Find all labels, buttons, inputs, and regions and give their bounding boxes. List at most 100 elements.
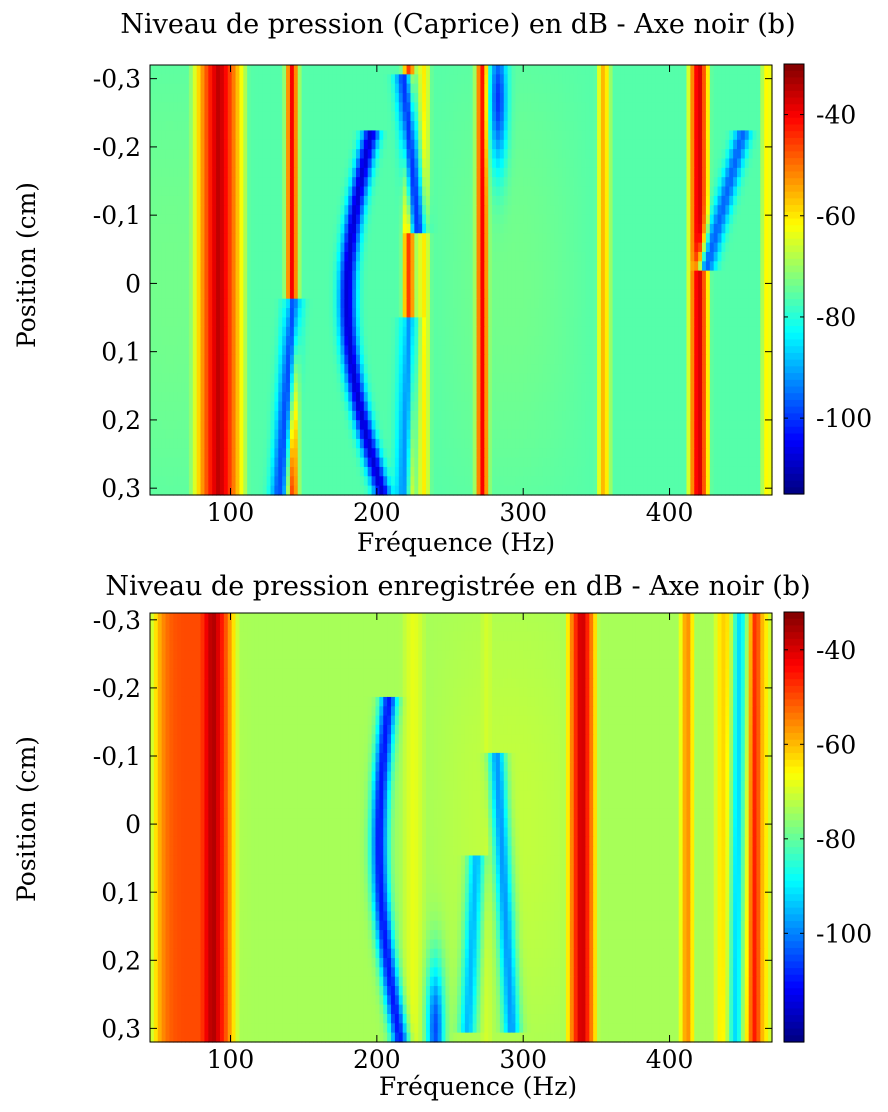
heatmap-cell bbox=[503, 111, 509, 122]
heatmap-cell bbox=[507, 93, 513, 103]
heatmap-cell bbox=[150, 195, 155, 206]
heatmap-cell bbox=[150, 336, 155, 347]
heatmap-cell bbox=[212, 280, 217, 290]
heatmap-cell bbox=[153, 261, 159, 272]
heatmap-cell bbox=[188, 83, 194, 94]
heatmap-cell bbox=[157, 186, 163, 197]
heatmap-cell bbox=[398, 83, 404, 94]
heatmap-cell bbox=[670, 83, 676, 94]
heatmap-cell bbox=[169, 93, 174, 103]
heatmap-cell bbox=[461, 102, 466, 113]
heatmap-cell bbox=[192, 223, 198, 234]
heatmap-cell bbox=[289, 158, 295, 169]
heatmap-cell bbox=[682, 326, 688, 337]
heatmap-cell bbox=[585, 270, 590, 281]
heatmap-cell bbox=[515, 326, 520, 337]
heatmap-cell bbox=[239, 242, 244, 253]
heatmap-cell bbox=[398, 223, 404, 234]
heatmap-cell bbox=[709, 111, 715, 122]
heatmap-cell bbox=[527, 121, 532, 132]
heatmap-cell bbox=[348, 317, 353, 328]
heatmap-cell bbox=[702, 111, 707, 122]
heatmap-cell bbox=[177, 186, 182, 197]
heatmap-cell bbox=[181, 298, 186, 309]
heatmap-cell bbox=[208, 130, 213, 141]
heatmap-cell bbox=[694, 177, 699, 188]
heatmap-cell bbox=[301, 345, 307, 356]
heatmap-cell bbox=[620, 223, 625, 234]
heatmap-cell bbox=[398, 121, 404, 132]
heatmap-cell bbox=[192, 83, 198, 94]
heatmap-cell bbox=[278, 233, 283, 244]
heatmap-cell bbox=[328, 289, 334, 300]
heatmap-cell bbox=[150, 130, 155, 141]
heatmap-cell bbox=[519, 298, 524, 309]
heatmap-cell bbox=[387, 308, 392, 318]
heatmap-cell bbox=[188, 345, 194, 356]
heatmap-cell bbox=[196, 354, 202, 365]
heatmap-cell bbox=[383, 167, 388, 178]
heatmap-cell bbox=[177, 74, 182, 85]
heatmap-cell bbox=[165, 195, 171, 206]
heatmap-cell bbox=[604, 186, 610, 197]
heatmap-cell bbox=[562, 205, 567, 216]
heatmap-cell bbox=[410, 177, 415, 188]
heatmap-cell bbox=[639, 298, 645, 309]
heatmap-cell bbox=[394, 74, 400, 85]
heatmap-cell bbox=[600, 270, 606, 281]
heatmap-cell bbox=[208, 149, 213, 160]
heatmap-cell bbox=[181, 102, 186, 113]
heatmap-cell bbox=[165, 289, 171, 300]
heatmap-cell bbox=[433, 261, 439, 272]
heatmap-cell bbox=[667, 205, 672, 216]
heatmap-cell bbox=[262, 298, 268, 309]
heatmap-cell bbox=[254, 251, 260, 262]
heatmap-cell bbox=[216, 233, 221, 244]
heatmap-cell bbox=[394, 177, 400, 188]
heatmap-cell bbox=[663, 149, 668, 160]
heatmap-cell bbox=[593, 326, 598, 337]
heatmap-cell bbox=[589, 317, 594, 328]
heatmap-cell bbox=[686, 345, 691, 356]
heatmap-cell bbox=[289, 298, 295, 309]
heatmap-cell bbox=[305, 102, 310, 113]
heatmap-cell bbox=[659, 195, 664, 206]
heatmap-cell bbox=[317, 139, 322, 150]
heatmap-cell bbox=[184, 223, 190, 234]
heatmap-cell bbox=[359, 186, 365, 197]
heatmap-cell bbox=[383, 74, 388, 85]
heatmap-cell bbox=[165, 242, 171, 253]
heatmap-cell bbox=[674, 149, 680, 160]
heatmap-cell bbox=[441, 186, 447, 197]
heatmap-cell bbox=[690, 102, 695, 113]
heatmap-cell bbox=[429, 223, 435, 234]
heatmap-cell bbox=[161, 354, 167, 365]
heatmap-cell bbox=[344, 280, 349, 290]
heatmap-cell bbox=[391, 65, 396, 75]
heatmap-cell bbox=[768, 280, 773, 290]
heatmap-cell bbox=[414, 336, 419, 347]
heatmap-cell bbox=[394, 289, 400, 300]
heatmap-cell bbox=[153, 280, 159, 290]
heatmap-cell bbox=[663, 177, 668, 188]
heatmap-cell bbox=[157, 354, 163, 365]
heatmap-cell bbox=[472, 223, 478, 234]
heatmap-cell bbox=[546, 186, 552, 197]
heatmap-cell bbox=[173, 195, 178, 206]
heatmap-cell bbox=[744, 336, 750, 347]
heatmap-cell bbox=[534, 195, 540, 206]
heatmap-cell bbox=[239, 214, 244, 225]
heatmap-cell bbox=[698, 130, 703, 141]
heatmap-cell bbox=[216, 186, 221, 197]
heatmap-cell bbox=[647, 261, 653, 272]
heatmap-cell bbox=[449, 195, 454, 206]
heatmap-cell bbox=[184, 186, 190, 197]
heatmap-cell bbox=[324, 251, 330, 262]
heatmap-cell bbox=[585, 233, 590, 244]
heatmap-cell bbox=[235, 111, 241, 122]
heatmap-cell bbox=[573, 139, 579, 150]
heatmap-cell bbox=[262, 102, 268, 113]
heatmap-cell bbox=[437, 336, 443, 347]
heatmap-cell bbox=[639, 280, 645, 290]
heatmap-cell bbox=[737, 298, 742, 309]
